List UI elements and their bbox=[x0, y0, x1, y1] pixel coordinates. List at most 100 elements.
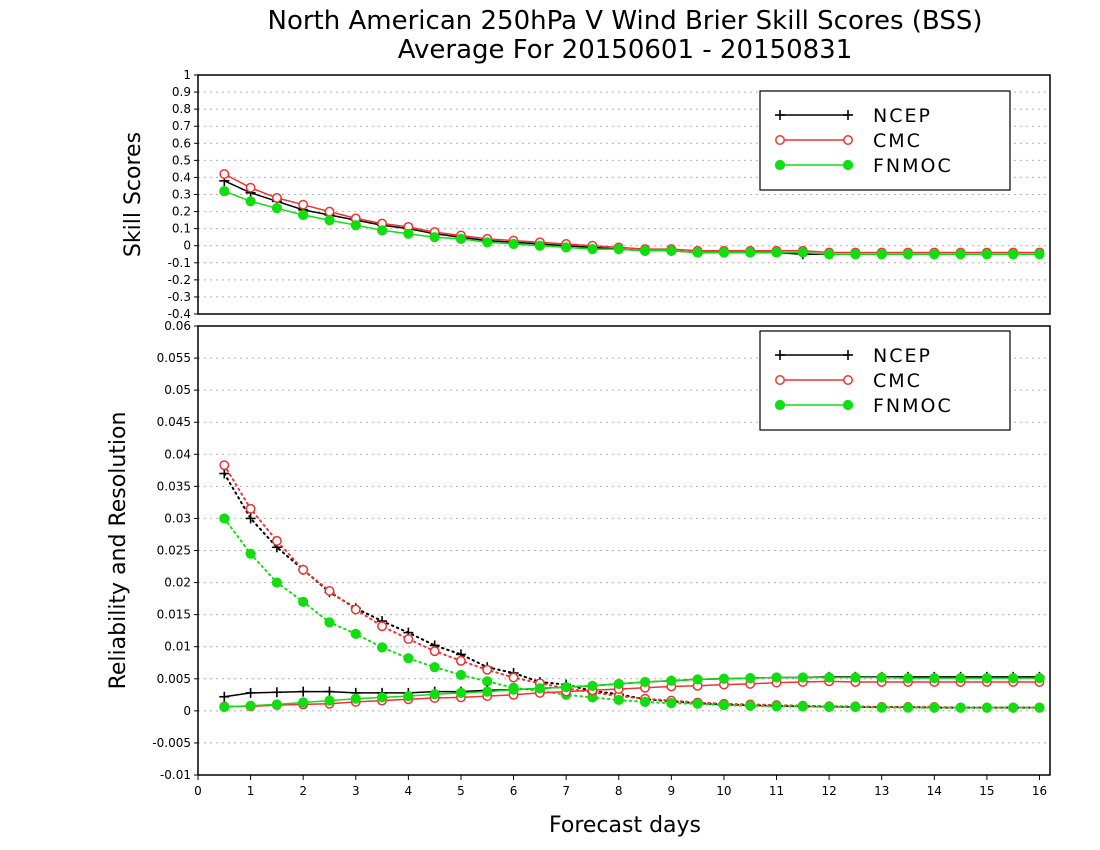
data-point-fnmoc bbox=[745, 673, 756, 684]
data-point-fnmoc bbox=[429, 662, 440, 673]
legend-marker bbox=[843, 350, 853, 360]
y-tick-label: 1 bbox=[183, 68, 191, 82]
x-tick-label: 3 bbox=[352, 784, 360, 798]
y-tick-label: 0 bbox=[183, 704, 191, 718]
x-tick-label: 4 bbox=[405, 784, 413, 798]
data-point-cmc bbox=[324, 206, 335, 217]
y-tick-label: 0.04 bbox=[164, 447, 191, 461]
data-point-fnmoc bbox=[797, 247, 808, 258]
legend-marker bbox=[775, 135, 785, 145]
data-point-fnmoc bbox=[955, 702, 966, 713]
data-point-fnmoc bbox=[561, 682, 572, 693]
x-tick-label: 0 bbox=[194, 784, 202, 798]
data-point-fnmoc bbox=[981, 702, 992, 713]
series-line bbox=[224, 676, 1040, 698]
series-line bbox=[224, 190, 1040, 256]
plot-frame bbox=[197, 74, 1051, 315]
data-point-fnmoc bbox=[850, 672, 861, 683]
data-point-fnmoc bbox=[324, 617, 335, 628]
data-point-cmc bbox=[271, 535, 282, 546]
data-point-cmc bbox=[377, 621, 388, 632]
data-point-fnmoc bbox=[902, 249, 914, 260]
legend-marker bbox=[842, 399, 854, 411]
x-tick-label: 2 bbox=[299, 784, 307, 798]
data-point-fnmoc bbox=[1034, 702, 1045, 713]
series-cmc-dotted bbox=[219, 460, 1045, 713]
data-point-fnmoc bbox=[298, 697, 309, 708]
legend-label-ncep: NCEP bbox=[873, 345, 932, 367]
data-point-ncep bbox=[298, 686, 309, 697]
data-point-fnmoc bbox=[771, 672, 782, 683]
legend-marker bbox=[775, 350, 785, 360]
data-point-fnmoc bbox=[876, 672, 887, 683]
data-point-fnmoc bbox=[666, 698, 677, 709]
legend-label-cmc: CMC bbox=[873, 130, 922, 152]
legend-marker bbox=[843, 110, 853, 120]
data-point-fnmoc bbox=[692, 247, 703, 258]
data-point-fnmoc bbox=[1008, 249, 1019, 260]
y-tick-label: 0 bbox=[183, 239, 191, 253]
series-line bbox=[224, 680, 1040, 708]
series-cmc-solid bbox=[219, 676, 1045, 712]
data-point-fnmoc bbox=[639, 696, 651, 707]
data-point-fnmoc bbox=[613, 244, 624, 255]
data-point-fnmoc bbox=[350, 693, 361, 704]
data-point-fnmoc bbox=[245, 548, 256, 559]
y-tick-label: -0.01 bbox=[160, 768, 191, 782]
x-tick-label: 8 bbox=[615, 784, 623, 798]
chart-title-line2: Average For 20150601 - 20150831 bbox=[398, 35, 853, 65]
legend-marker bbox=[774, 399, 786, 411]
data-point-fnmoc bbox=[482, 676, 493, 687]
data-point-ncep bbox=[219, 691, 230, 702]
data-point-cmc bbox=[324, 585, 335, 596]
data-point-fnmoc bbox=[455, 687, 467, 698]
y-axis-title: Reliability and Resolution bbox=[106, 412, 131, 690]
data-point-fnmoc bbox=[508, 684, 519, 695]
data-point-fnmoc bbox=[561, 242, 572, 253]
data-point-fnmoc bbox=[797, 672, 808, 683]
legend-marker bbox=[775, 375, 785, 385]
y-tick-label: 0.015 bbox=[157, 608, 191, 622]
data-point-cmc bbox=[403, 634, 414, 644]
data-point-fnmoc bbox=[639, 245, 651, 256]
data-point-cmc bbox=[245, 182, 256, 193]
legend-label-fnmoc: FNMOC bbox=[873, 395, 953, 417]
data-point-fnmoc bbox=[850, 701, 861, 713]
y-tick-label: 0.06 bbox=[164, 319, 191, 333]
data-point-fnmoc bbox=[271, 699, 282, 710]
data-point-fnmoc bbox=[745, 247, 756, 258]
data-point-fnmoc bbox=[692, 674, 703, 685]
legend: NCEP CMC FNMOC bbox=[759, 90, 1011, 191]
series-fnmoc-dotted bbox=[219, 513, 1045, 713]
y-tick-label: 0.05 bbox=[164, 383, 191, 397]
x-tick-label: 12 bbox=[821, 784, 836, 798]
series-line bbox=[223, 464, 1041, 709]
data-point-fnmoc bbox=[219, 701, 230, 713]
data-point-ncep bbox=[324, 686, 335, 697]
reliability-resolution-panel: -0.01 -0.005 0 0.005 0.01 0.015 0.02 0.025 0.03 0… bbox=[106, 319, 1051, 798]
data-point-ncep bbox=[245, 687, 256, 698]
data-point-fnmoc bbox=[324, 695, 335, 706]
y-tick-label: 0.045 bbox=[157, 415, 191, 429]
data-point-fnmoc bbox=[376, 225, 388, 236]
y-tick-label: 0.01 bbox=[164, 640, 191, 654]
legend: NCEP CMC FNMOC bbox=[759, 330, 1011, 431]
y-tick-label: 0.2 bbox=[172, 205, 191, 219]
y-tick-label: 0.6 bbox=[172, 136, 191, 150]
legend-label-fnmoc: FNMOC bbox=[873, 155, 953, 177]
series-ncep-dotted bbox=[219, 468, 1045, 713]
y-tick-label: -0.3 bbox=[168, 290, 191, 304]
x-tick-label: 1 bbox=[247, 784, 255, 798]
data-point-fnmoc bbox=[771, 701, 782, 712]
data-point-fnmoc bbox=[929, 249, 940, 260]
data-point-fnmoc bbox=[245, 196, 256, 207]
data-point-fnmoc bbox=[403, 228, 414, 239]
chart-title-line1: North American 250hPa V Wind Brier Skill… bbox=[268, 6, 983, 36]
data-point-fnmoc bbox=[508, 238, 519, 250]
y-tick-label: 0.03 bbox=[164, 511, 191, 525]
data-point-cmc bbox=[219, 169, 230, 179]
y-tick-label: 0.035 bbox=[157, 479, 191, 493]
data-point-fnmoc bbox=[482, 237, 493, 248]
x-axis-title: Forecast days bbox=[549, 813, 701, 838]
